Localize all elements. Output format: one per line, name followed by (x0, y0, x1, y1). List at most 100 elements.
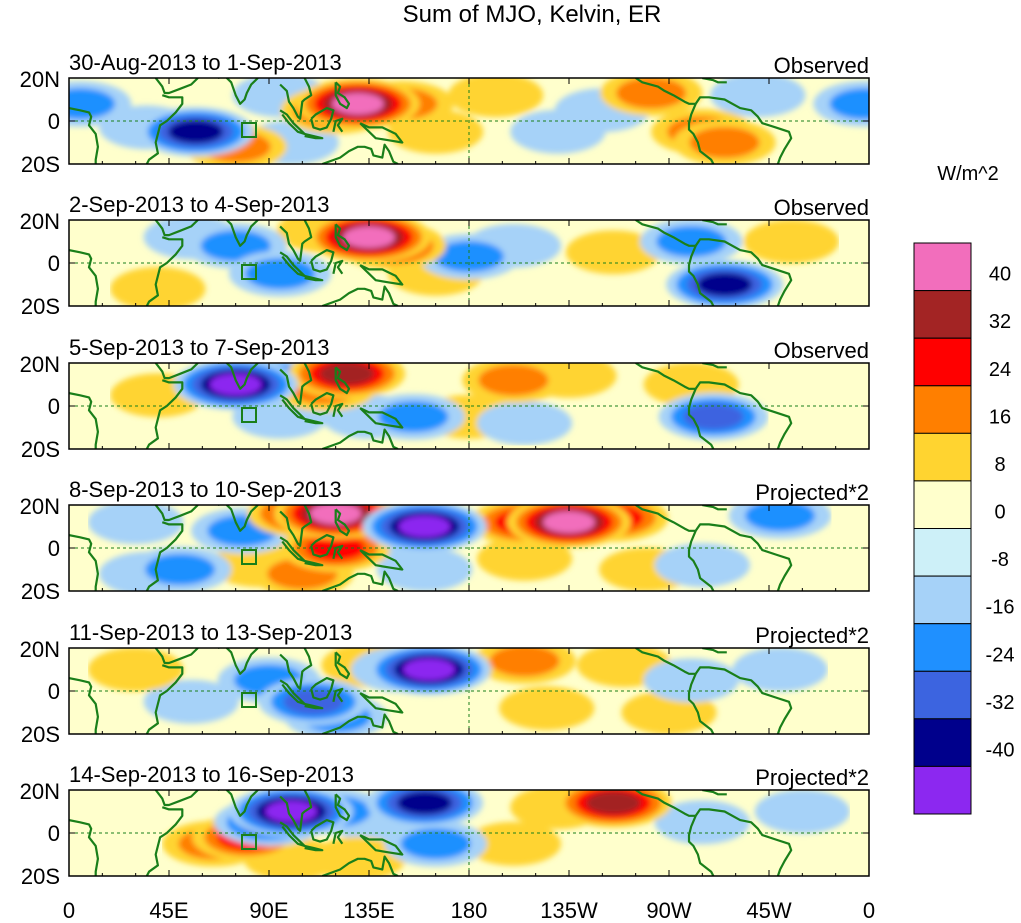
colorbar-swatch (913, 575, 972, 625)
coastline (332, 687, 344, 703)
contour-level (697, 272, 752, 297)
anomaly-blob (476, 536, 573, 581)
coastline (217, 220, 259, 247)
coastline (332, 829, 344, 845)
coastline (635, 790, 696, 817)
coastline (694, 238, 793, 306)
panel-label: Projected*2 (755, 480, 869, 505)
colorbar-tick-label: 32 (989, 311, 1011, 333)
reference-box (241, 122, 257, 138)
anomaly-blob (307, 220, 431, 263)
panel-label: Projected*2 (755, 623, 869, 648)
coastline (321, 713, 399, 734)
anomaly-blob (173, 363, 298, 410)
coastline (279, 679, 306, 705)
coastline (154, 78, 199, 95)
anomaly-blob (654, 543, 750, 588)
contour-level (476, 536, 573, 581)
contour-level (732, 648, 828, 692)
contour-level (643, 658, 739, 703)
coastlines (69, 648, 793, 734)
anomaly-blob (813, 81, 869, 127)
coastline (310, 249, 335, 273)
anomaly-blob (743, 220, 839, 264)
coastline (310, 534, 335, 558)
contour-level (616, 78, 687, 109)
coastline (321, 428, 399, 449)
colorbar-units: W/m^2 (937, 163, 999, 185)
anomaly-blob (473, 648, 576, 684)
reference-box (241, 549, 257, 565)
coastline (687, 388, 715, 449)
coastline (310, 819, 335, 843)
contour-level (265, 800, 318, 823)
coastline (279, 505, 313, 547)
contour-level (110, 266, 206, 306)
anomaly-blob (69, 81, 132, 127)
colorbar-swatch (913, 337, 972, 387)
coastline (154, 363, 199, 380)
coastline (304, 844, 324, 852)
lat-tick-label: 20S (21, 152, 60, 177)
reference-box (241, 692, 257, 708)
coastline (69, 677, 99, 734)
map-panel: 20N 0 20S 8-Sep-2013 to 10-Sep-2013 Projecte… (20, 477, 870, 604)
contour-level (145, 554, 216, 585)
anomaly-blob (462, 363, 565, 403)
anomaly-blob (362, 393, 465, 440)
coastline (69, 107, 99, 164)
contour-level (343, 226, 395, 248)
lat-tick-label: 0 (48, 536, 60, 561)
panel-label: Observed (774, 53, 869, 78)
coastlines (69, 78, 793, 164)
anomaly-blob (376, 547, 473, 591)
lon-tick-label: 90W (646, 898, 691, 923)
lat-tick-label: 20N (20, 637, 60, 662)
anomaly-blob (732, 648, 828, 692)
anomaly-blob (658, 393, 769, 441)
lon-tick-label: 90E (249, 898, 288, 923)
coastline (359, 264, 404, 286)
contour-level (200, 230, 271, 262)
map-panel: 20N 0 20S 5-Sep-2013 to 7-Sep-2013 Observed (20, 335, 870, 462)
coastline (321, 855, 399, 876)
anomaly-blob (710, 78, 806, 118)
panel-date-range: 14-Sep-2013 to 16-Sep-2013 (69, 762, 354, 787)
coastline (635, 78, 696, 105)
anomaly-blob (88, 505, 184, 545)
coastline (154, 790, 199, 807)
lon-tick-label: 0 (63, 898, 75, 923)
coastline (687, 103, 715, 164)
coastline (154, 220, 199, 237)
coastline (334, 366, 351, 395)
anomaly-blob (754, 790, 850, 834)
anomaly-blob (288, 363, 406, 399)
lon-tick-label: 180 (451, 898, 488, 923)
coastline (694, 523, 793, 591)
coastline (304, 274, 324, 282)
contour-level (310, 836, 406, 876)
coastline (635, 220, 696, 247)
colorbar-tick-label: -8 (991, 549, 1009, 571)
colorbar-swatch (913, 718, 972, 767)
coastline (334, 223, 351, 252)
colorbar-swatch (913, 670, 972, 720)
colorbar-swatch (913, 480, 972, 529)
coastline (687, 245, 715, 306)
colorbar-swatch (913, 765, 972, 815)
coastline (145, 379, 184, 449)
coastline (332, 117, 344, 133)
panel-date-range: 30-Aug-2013 to 1-Sep-2013 (69, 50, 342, 75)
contour-level (710, 78, 806, 118)
contour-level (499, 686, 595, 731)
map-panels: 20N 0 20S 30-Aug-2013 to 1-Sep-2013 Observed… (20, 50, 875, 923)
coastline (702, 648, 727, 654)
contour-level (743, 220, 839, 264)
anomaly-blob (666, 259, 783, 306)
anomaly-blob (476, 401, 573, 446)
coastline (279, 821, 306, 847)
lat-tick-label: 20N (20, 67, 60, 92)
lat-tick-label: 20N (20, 209, 60, 234)
coastline (310, 677, 335, 701)
coastline (304, 132, 324, 140)
